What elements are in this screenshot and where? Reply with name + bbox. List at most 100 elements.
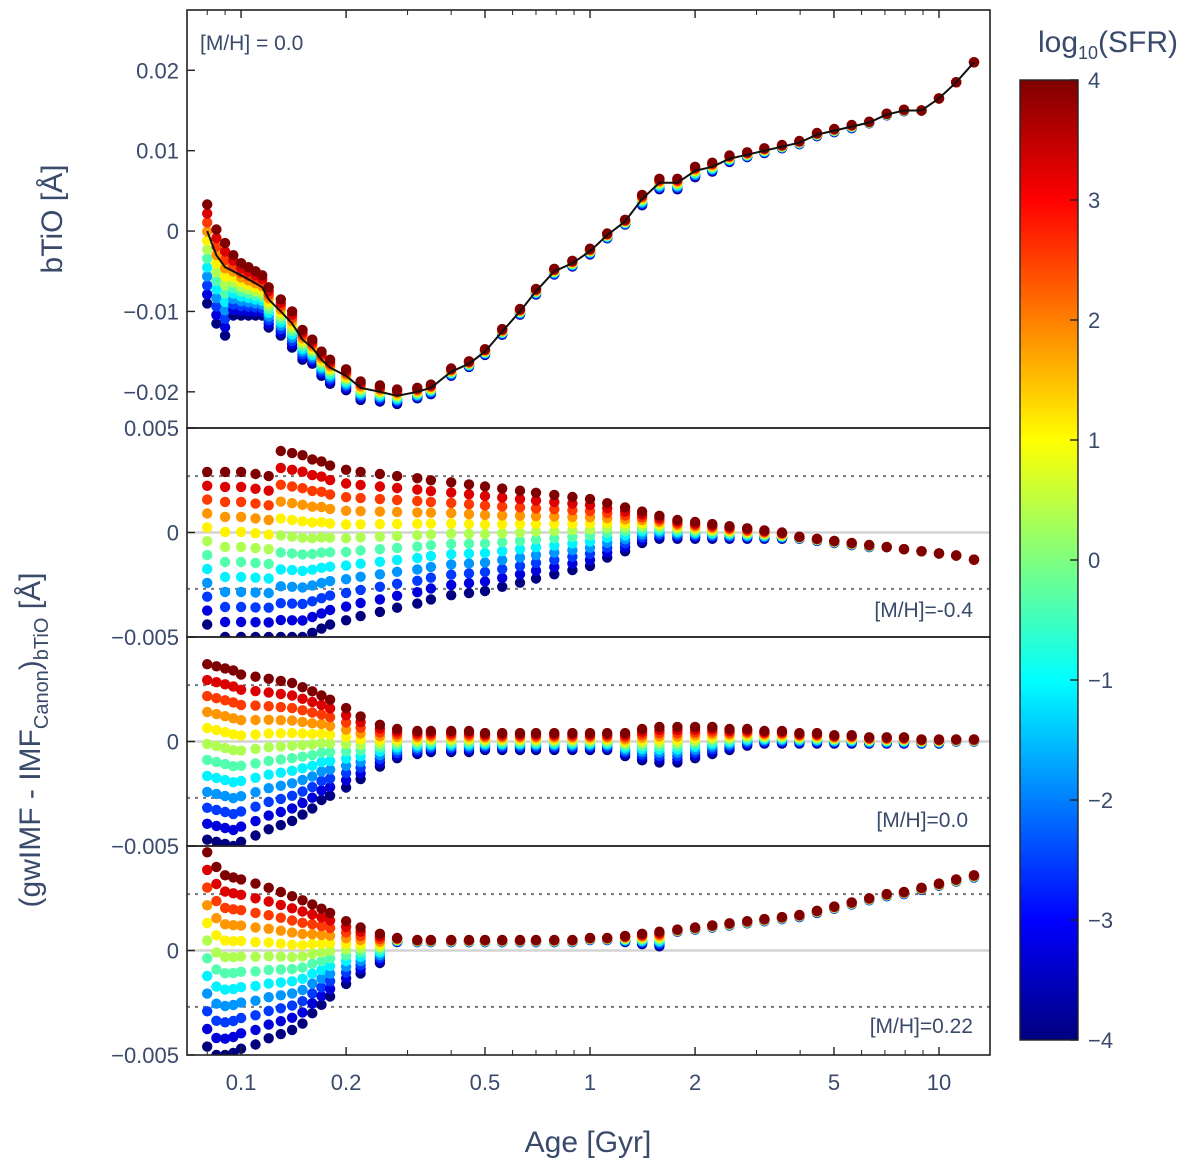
difference-point [297,582,308,593]
difference-point [202,522,213,533]
difference-point [250,617,261,628]
difference-point [374,719,386,730]
difference-point [297,516,308,527]
difference-point [514,502,526,513]
difference-point [235,982,247,993]
difference-point [324,503,336,515]
difference-point [286,740,298,751]
difference-point [463,548,475,559]
difference-point [584,727,596,739]
difference-point [316,471,327,482]
difference-point [530,934,542,946]
difference-point [497,519,508,530]
difference-point [316,562,327,573]
difference-point [228,729,239,740]
difference-point [286,951,298,963]
difference-point [479,566,491,578]
difference-point [968,870,980,881]
top-y-tick-label: −0.01 [123,299,179,324]
difference-point [263,951,274,962]
difference-point [316,921,327,932]
difference-point [235,730,247,741]
top-point [263,282,274,293]
difference-point [530,565,542,576]
difference-point [286,803,298,814]
top-point [514,303,526,315]
difference-panel-points [187,445,990,637]
difference-point [235,631,247,637]
difference-point [549,496,560,508]
difference-point [864,732,875,743]
difference-point [425,561,437,573]
difference-point [412,495,423,507]
difference-point [307,978,318,989]
difference-point [514,493,526,505]
difference-point [479,528,491,540]
difference-point [219,742,231,754]
difference-point [250,671,261,682]
x-axis-label: Age [Gyr] [525,1126,652,1159]
difference-point [412,725,423,737]
difference-point [307,968,318,979]
difference-point [219,679,231,690]
difference-point [219,822,231,834]
difference-point [316,486,327,497]
difference-point [228,999,239,1011]
top-point [324,354,336,365]
difference-point [324,703,336,714]
difference-point [340,464,352,475]
top-point [316,346,327,357]
difference-point [297,809,308,820]
difference-point [202,1041,213,1052]
difference-point [297,499,308,510]
difference-point [297,973,308,984]
difference-point [324,738,336,749]
difference-point [286,903,298,914]
difference-point [228,1015,239,1027]
difference-point [286,715,298,726]
difference-point [263,485,274,496]
difference-point [619,502,631,513]
difference-point [286,976,298,987]
difference-point [776,725,788,737]
difference-point [263,882,274,893]
difference-point [374,581,386,592]
difference-point [412,484,423,495]
x-tick-label: 5 [828,1070,840,1095]
difference-point [316,728,327,739]
difference-point [412,575,423,586]
difference-point [391,590,403,601]
difference-point [235,836,247,846]
difference-point [324,720,336,732]
difference-point [307,739,318,750]
difference-point [263,544,274,555]
difference-point [316,990,327,1002]
difference-point [355,922,366,933]
difference-point [549,934,560,946]
difference-point [219,1000,231,1012]
difference-point [228,967,239,979]
difference-point [316,532,327,543]
difference-point [275,886,286,898]
difference-point [898,732,910,743]
top-point [219,271,231,282]
difference-point [829,901,840,912]
top-point [219,246,231,257]
difference-point [286,753,298,764]
difference-point [307,469,318,481]
difference-point [742,916,753,927]
difference-point [951,734,962,745]
difference-point [211,981,222,992]
difference-point [275,925,286,936]
difference-point [584,932,596,944]
difference-point [297,895,308,906]
top-point [219,279,231,291]
difference-point [250,1024,261,1036]
difference-point [297,763,308,774]
difference-point [286,581,298,592]
difference-point [340,546,352,558]
difference-point [297,532,308,543]
difference-point [219,984,231,995]
difference-point [219,806,231,818]
